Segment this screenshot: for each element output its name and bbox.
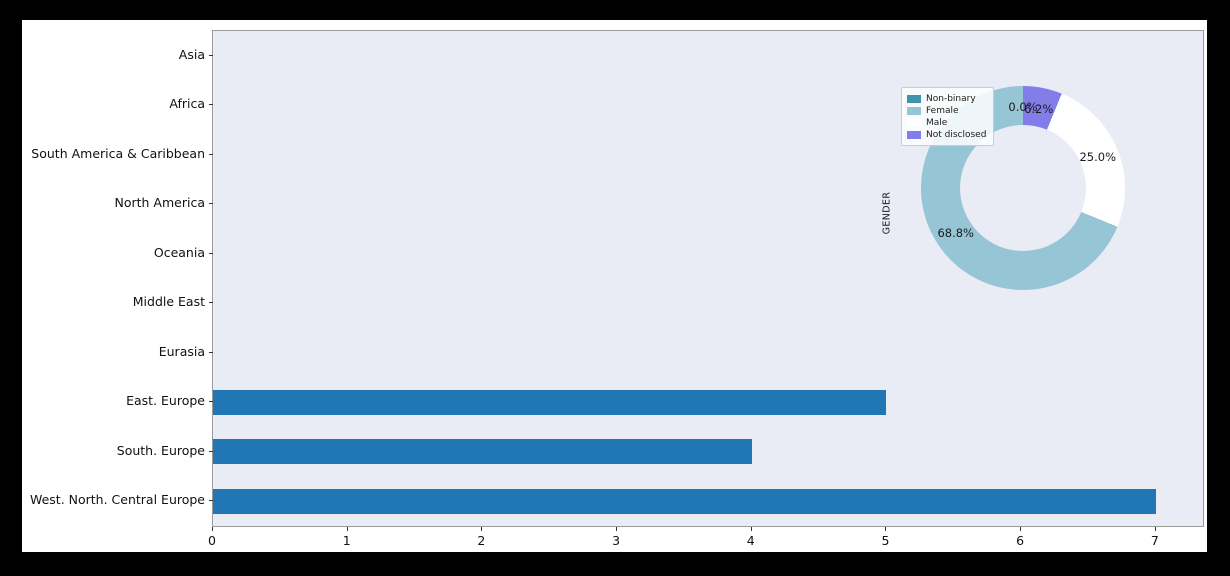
x-axis-tick bbox=[616, 527, 618, 531]
legend-label: Male bbox=[926, 117, 948, 128]
y-axis-label: Oceania bbox=[153, 244, 205, 260]
x-axis-tick-label: 7 bbox=[1150, 533, 1159, 548]
legend-row: Not disclosed bbox=[907, 129, 986, 140]
x-axis-tick bbox=[1020, 527, 1022, 531]
inset-y-axis-title: GENDER bbox=[881, 191, 893, 235]
y-axis-label: South. Europe bbox=[116, 442, 205, 458]
x-axis-tick-label: 6 bbox=[1016, 533, 1025, 548]
y-axis-tick bbox=[209, 450, 213, 452]
y-axis-tick bbox=[209, 203, 213, 205]
y-axis-label: Asia bbox=[178, 46, 205, 62]
legend-swatch bbox=[907, 130, 921, 139]
y-axis-tick bbox=[209, 104, 213, 106]
y-axis-label: Eurasia bbox=[158, 343, 205, 359]
pie-percentage-label: 6.2% bbox=[1024, 101, 1054, 116]
x-axis-tick-label: 0 bbox=[208, 533, 216, 548]
y-axis-tick bbox=[209, 351, 213, 353]
bar bbox=[213, 488, 1156, 514]
pie-percentage-label: 25.0% bbox=[1079, 149, 1117, 164]
y-axis-label: North America bbox=[114, 195, 206, 211]
x-axis-tick-label: 2 bbox=[477, 533, 486, 548]
donut-hole bbox=[960, 125, 1086, 251]
y-axis-tick bbox=[209, 302, 213, 304]
bar bbox=[213, 389, 887, 415]
x-axis-tick-label: 4 bbox=[746, 533, 755, 548]
legend-swatch bbox=[907, 106, 921, 115]
legend-label: Female bbox=[926, 105, 959, 116]
x-axis-tick bbox=[481, 527, 483, 531]
legend-row: Non-binary bbox=[907, 93, 986, 104]
y-axis-tick bbox=[209, 54, 213, 56]
legend-label: Non-binary bbox=[926, 93, 976, 104]
pie-percentage-label: 0.0% bbox=[1008, 100, 1038, 114]
y-axis-label: West. North. Central Europe bbox=[29, 492, 205, 508]
y-axis-tick bbox=[209, 401, 213, 403]
y-axis-tick bbox=[209, 252, 213, 254]
pie-percentage-label: 68.8% bbox=[937, 226, 974, 241]
legend-row: Male bbox=[907, 117, 986, 128]
legend-swatch bbox=[907, 94, 921, 103]
x-axis-tick bbox=[885, 527, 887, 531]
legend-label: Not disclosed bbox=[926, 129, 987, 140]
gender-legend: Non-binary Female Male Not disclosed bbox=[901, 87, 995, 146]
y-axis-tick bbox=[209, 153, 213, 155]
x-axis-tick bbox=[346, 527, 348, 531]
legend-swatch bbox=[907, 118, 921, 127]
y-axis-tick bbox=[209, 500, 213, 502]
y-axis-label: East. Europe bbox=[126, 393, 205, 409]
bar bbox=[213, 439, 752, 465]
x-axis-tick bbox=[1154, 527, 1156, 531]
x-axis-tick-label: 3 bbox=[612, 533, 621, 548]
y-axis-label: Africa bbox=[169, 96, 205, 112]
x-axis-tick-label: 1 bbox=[342, 533, 351, 548]
y-axis-label: South America & Caribbean bbox=[31, 145, 205, 161]
x-axis-tick bbox=[750, 527, 752, 531]
y-axis-label: Middle East bbox=[132, 294, 205, 310]
figure: Asia Africa South America & Caribbean North… bbox=[22, 20, 1207, 552]
legend-row: Female bbox=[907, 105, 986, 116]
x-axis-tick bbox=[212, 527, 213, 531]
x-axis-tick-label: 5 bbox=[881, 533, 890, 548]
